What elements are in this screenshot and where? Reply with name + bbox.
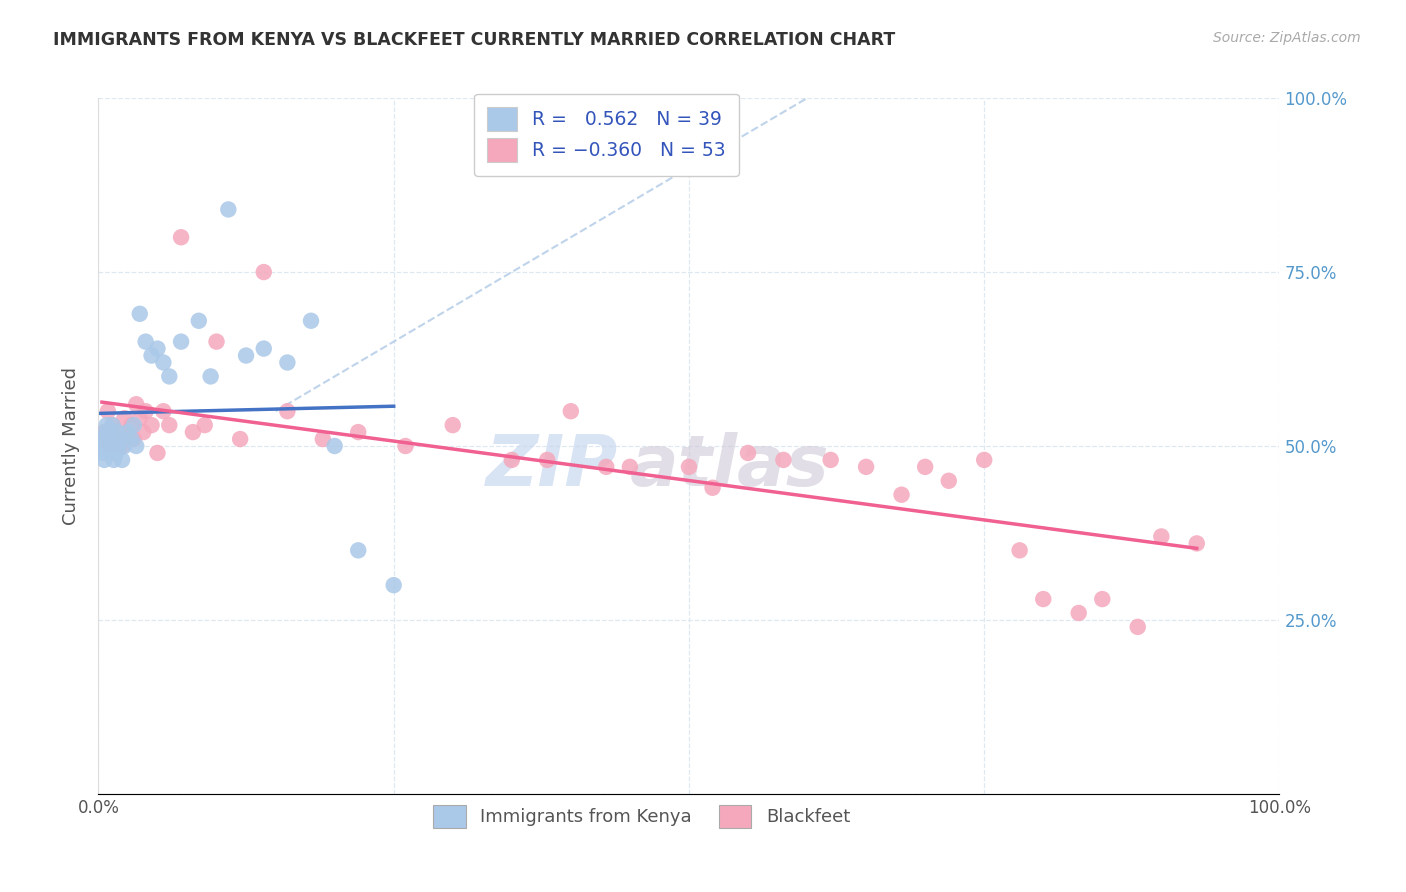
Point bbox=[97, 432, 120, 446]
Point bbox=[105, 425, 128, 439]
Point bbox=[1126, 620, 1149, 634]
Point bbox=[122, 418, 145, 433]
Point bbox=[619, 459, 641, 474]
Point bbox=[146, 446, 169, 460]
Point bbox=[152, 355, 174, 369]
Point bbox=[111, 453, 134, 467]
Point bbox=[1150, 529, 1173, 543]
Point bbox=[194, 418, 217, 433]
Point bbox=[560, 404, 582, 418]
Point bbox=[253, 342, 276, 356]
Point bbox=[229, 432, 252, 446]
Point bbox=[501, 453, 523, 467]
Point bbox=[128, 411, 150, 425]
Y-axis label: Currently Married: Currently Married bbox=[62, 367, 80, 525]
Point bbox=[112, 411, 135, 425]
Point bbox=[125, 439, 148, 453]
Point bbox=[117, 425, 139, 439]
Point bbox=[157, 369, 180, 384]
Point bbox=[128, 307, 150, 321]
Point bbox=[187, 314, 209, 328]
Point bbox=[737, 446, 759, 460]
Point bbox=[107, 439, 129, 453]
Point bbox=[205, 334, 228, 349]
Point bbox=[347, 543, 370, 558]
Point bbox=[536, 453, 558, 467]
Point bbox=[914, 459, 936, 474]
Point bbox=[170, 334, 193, 349]
Point bbox=[276, 404, 298, 418]
Point bbox=[141, 349, 163, 363]
Point bbox=[170, 230, 193, 244]
Point bbox=[678, 459, 700, 474]
Point bbox=[820, 453, 842, 467]
Point bbox=[93, 453, 115, 467]
Point bbox=[112, 439, 135, 453]
Point bbox=[94, 425, 117, 439]
Point bbox=[101, 418, 124, 433]
Point bbox=[855, 459, 877, 474]
Point bbox=[125, 397, 148, 411]
Point bbox=[595, 459, 617, 474]
Point bbox=[96, 418, 118, 433]
Point bbox=[441, 418, 464, 433]
Point bbox=[276, 355, 298, 369]
Point bbox=[1008, 543, 1031, 558]
Point bbox=[235, 349, 257, 363]
Point bbox=[93, 425, 115, 439]
Point bbox=[382, 578, 405, 592]
Point bbox=[1032, 592, 1054, 607]
Point bbox=[394, 439, 416, 453]
Point bbox=[890, 488, 912, 502]
Point bbox=[253, 265, 276, 279]
Text: Source: ZipAtlas.com: Source: ZipAtlas.com bbox=[1213, 31, 1361, 45]
Point bbox=[938, 474, 960, 488]
Point bbox=[702, 481, 724, 495]
Point bbox=[135, 334, 157, 349]
Point bbox=[121, 418, 143, 433]
Point bbox=[347, 425, 370, 439]
Point bbox=[299, 314, 322, 328]
Point bbox=[122, 432, 145, 446]
Point bbox=[91, 432, 114, 446]
Text: atlas: atlas bbox=[630, 433, 830, 501]
Point bbox=[312, 432, 335, 446]
Point bbox=[98, 439, 121, 453]
Legend: Immigrants from Kenya, Blackfeet: Immigrants from Kenya, Blackfeet bbox=[425, 796, 859, 837]
Point bbox=[181, 425, 204, 439]
Point bbox=[1185, 536, 1208, 550]
Point bbox=[108, 432, 131, 446]
Point bbox=[772, 453, 794, 467]
Point bbox=[97, 404, 120, 418]
Point bbox=[1067, 606, 1090, 620]
Point bbox=[101, 418, 124, 433]
Point bbox=[91, 446, 114, 460]
Point bbox=[135, 404, 157, 418]
Point bbox=[973, 453, 995, 467]
Point bbox=[323, 439, 346, 453]
Point bbox=[152, 404, 174, 418]
Point bbox=[1091, 592, 1114, 607]
Point bbox=[98, 439, 121, 453]
Point bbox=[105, 425, 128, 439]
Point bbox=[146, 342, 169, 356]
Text: ZIP: ZIP bbox=[486, 433, 619, 501]
Point bbox=[104, 439, 127, 453]
Point bbox=[132, 425, 155, 439]
Point bbox=[157, 418, 180, 433]
Point bbox=[100, 446, 122, 460]
Point bbox=[105, 446, 128, 460]
Point bbox=[90, 439, 112, 453]
Point bbox=[103, 453, 125, 467]
Point bbox=[141, 418, 163, 433]
Point bbox=[121, 432, 143, 446]
Point bbox=[108, 432, 131, 446]
Text: IMMIGRANTS FROM KENYA VS BLACKFEET CURRENTLY MARRIED CORRELATION CHART: IMMIGRANTS FROM KENYA VS BLACKFEET CURRE… bbox=[53, 31, 896, 49]
Point bbox=[200, 369, 222, 384]
Point bbox=[117, 425, 139, 439]
Point bbox=[111, 439, 134, 453]
Point bbox=[91, 432, 114, 446]
Point bbox=[217, 202, 239, 217]
